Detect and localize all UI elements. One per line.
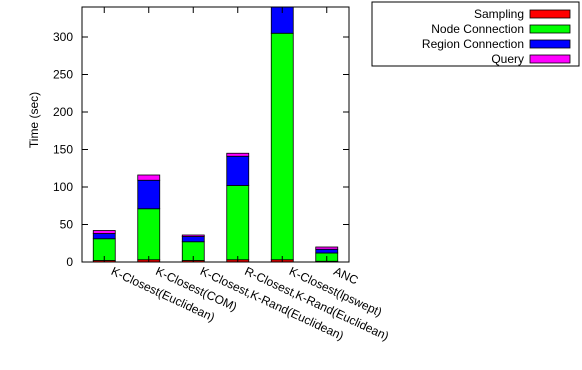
legend-swatch bbox=[529, 24, 571, 34]
bar-segment-region-connection bbox=[226, 155, 250, 186]
bar-segment-query bbox=[315, 246, 339, 250]
legend-swatch bbox=[529, 54, 571, 64]
bar-segment-region-connection bbox=[315, 248, 339, 254]
y-axis: 0 50 100 150 200 250 300 bbox=[53, 30, 349, 269]
y-tick-label: 150 bbox=[53, 143, 73, 157]
bar-segment-node-connection bbox=[270, 32, 294, 261]
bars-layer bbox=[92, 6, 339, 263]
bar-segment-region-connection bbox=[92, 233, 116, 240]
bar-segment-region-connection bbox=[137, 179, 161, 210]
bar-segment-node-connection bbox=[137, 208, 161, 261]
bar-segment-node-connection bbox=[226, 185, 250, 261]
legend-swatch bbox=[529, 9, 571, 19]
legend-label: Sampling bbox=[474, 7, 524, 21]
bar-segment-query bbox=[226, 152, 250, 157]
y-tick-label: 50 bbox=[60, 218, 74, 232]
y-tick-label: 250 bbox=[53, 68, 73, 82]
bar-segment-query bbox=[137, 174, 161, 181]
y-tick-label: 0 bbox=[66, 255, 73, 269]
bar-segment-region-connection bbox=[181, 236, 205, 243]
legend-label: Region Connection bbox=[422, 37, 524, 51]
y-tick-label: 100 bbox=[53, 180, 73, 194]
y-axis-label: Time (sec) bbox=[27, 92, 41, 148]
legend-swatch bbox=[529, 39, 571, 49]
y-tick-label: 300 bbox=[53, 30, 73, 44]
y-tick-label: 200 bbox=[53, 105, 73, 119]
bar-segment-query bbox=[92, 230, 116, 234]
bar-segment-query bbox=[181, 234, 205, 237]
legend-label: Query bbox=[491, 52, 524, 66]
legend-label: Node Connection bbox=[431, 22, 524, 36]
plot-frame bbox=[81, 6, 350, 263]
